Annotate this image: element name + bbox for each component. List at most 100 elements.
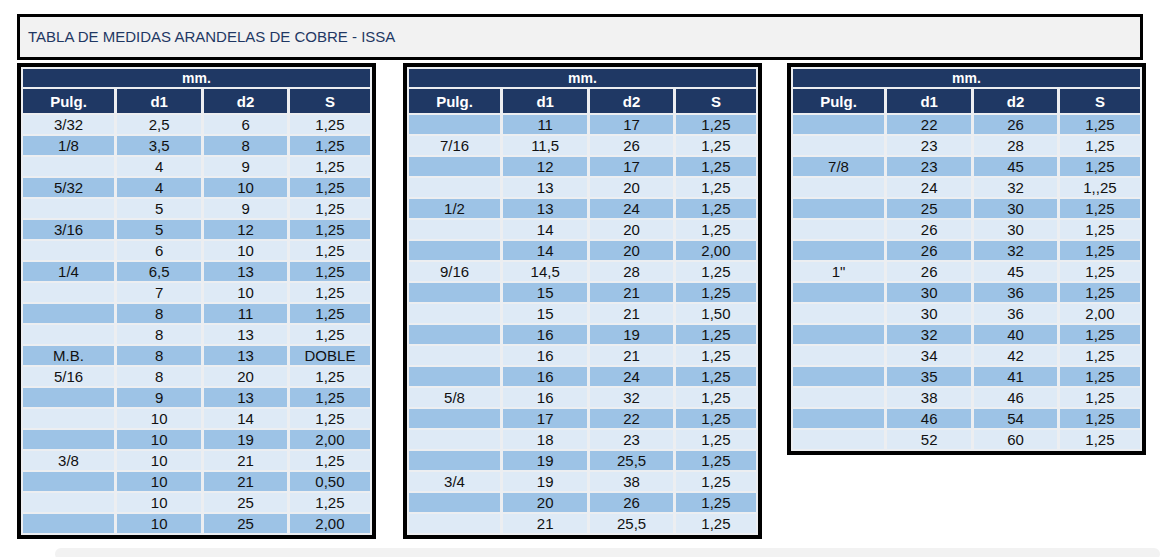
cell-d1: 19 [503,472,587,491]
cell-s: 1,25 [290,115,370,134]
cell-pulg [793,430,884,449]
cell-pulg [23,388,114,407]
cell-d2: 8 [204,136,287,155]
cell-s: 1,25 [676,367,756,386]
table-row: 13201,25 [409,178,756,197]
cell-s: 1,25 [1060,388,1140,407]
cell-d1: 12 [503,157,587,176]
cell-pulg: 1" [793,262,884,281]
cell-s: 1,25 [1060,115,1140,134]
cell-d1: 6,5 [117,262,201,281]
cell-pulg [23,325,114,344]
cell-s: 1,25 [290,262,370,281]
table-row: 7101,25 [23,283,370,302]
cell-d1: 23 [887,136,971,155]
table-row: 32401,25 [793,325,1140,344]
cell-pulg: 5/32 [23,178,114,197]
cell-d2: 28 [590,262,673,281]
cell-s: 1,25 [290,493,370,512]
column-header-s: S [290,89,370,113]
cell-pulg: 1/2 [409,199,500,218]
cell-d2: 45 [974,262,1057,281]
cell-d1: 16 [503,367,587,386]
cell-d2: 24 [590,367,673,386]
cell-s: 1,25 [290,136,370,155]
cell-pulg [409,493,500,512]
cell-s: 2,00 [1060,304,1140,323]
cell-d1: 11 [503,115,587,134]
cell-d1: 16 [503,325,587,344]
cell-s: 1,25 [290,241,370,260]
cell-pulg [23,304,114,323]
cell-pulg [409,451,500,470]
cell-d1: 15 [503,304,587,323]
cell-s: 1,25 [1060,346,1140,365]
cell-pulg: 3/4 [409,472,500,491]
cell-pulg [409,220,500,239]
cell-d2: 54 [974,409,1057,428]
table-row: 10252,00 [23,514,370,533]
cell-d1: 4 [117,157,201,176]
cell-d2: 10 [204,283,287,302]
cell-pulg [793,241,884,260]
cell-d1: 19 [503,451,587,470]
table-row: 38461,25 [793,388,1140,407]
cell-s: 1,25 [676,283,756,302]
cell-pulg [409,346,500,365]
table-row: 52601,25 [793,430,1140,449]
table-row: 18231,25 [409,430,756,449]
table-row: 2125,51,25 [409,514,756,533]
table-row: 3/419381,25 [409,472,756,491]
cell-s: 1,25 [676,409,756,428]
cell-s: 1,25 [676,199,756,218]
title-bar: TABLA DE MEDIDAS ARANDELAS DE COBRE - IS… [17,14,1143,60]
cell-pulg [793,178,884,197]
cell-d1: 24 [887,178,971,197]
cell-pulg [793,346,884,365]
cell-d2: 20 [204,367,287,386]
cell-pulg [409,325,500,344]
cell-d1: 8 [117,304,201,323]
table-row: 591,25 [23,199,370,218]
cell-d2: 42 [974,346,1057,365]
cell-d1: 52 [887,430,971,449]
cell-pulg [23,514,114,533]
horizontal-scrollbar-thumb[interactable] [55,548,1160,557]
cell-pulg: 1/4 [23,262,114,281]
unit-header: mm. [793,69,1140,87]
cell-d2: 32 [974,241,1057,260]
cell-d2: 20 [590,241,673,260]
table-row: 16191,25 [409,325,756,344]
table-row: 30362,00 [793,304,1140,323]
cell-s: 1,25 [1060,220,1140,239]
cell-s: 1,25 [676,451,756,470]
cell-d1: 26 [887,241,971,260]
cell-d2: 13 [204,388,287,407]
table-row: 491,25 [23,157,370,176]
cell-d2: 9 [204,157,287,176]
cell-s: 1,25 [676,220,756,239]
cell-s: 1,25 [1060,262,1140,281]
table-row: 10192,00 [23,430,370,449]
cell-s: 1,25 [676,388,756,407]
table-row: 6101,25 [23,241,370,260]
cell-s: 1,25 [290,367,370,386]
page-title: TABLA DE MEDIDAS ARANDELAS DE COBRE - IS… [28,28,395,45]
washer-table-3: mm.Pulg.d1d2S22261,2523281,257/823451,25… [787,63,1146,455]
cell-s: 2,00 [290,430,370,449]
cell-s: 1,25 [676,472,756,491]
cell-pulg: 7/16 [409,136,500,155]
cell-d1: 2,5 [117,115,201,134]
cell-pulg [793,199,884,218]
column-header-s: S [1060,89,1140,113]
cell-pulg: 5/8 [409,388,500,407]
cell-s: 1,25 [290,304,370,323]
cell-s: 1,25 [1060,283,1140,302]
table-row: 5/168201,25 [23,367,370,386]
cell-d1: 8 [117,325,201,344]
cell-pulg [793,409,884,428]
cell-pulg: 3/8 [23,451,114,470]
cell-d2: 41 [974,367,1057,386]
cell-d2: 17 [590,157,673,176]
cell-d2: 24 [590,199,673,218]
